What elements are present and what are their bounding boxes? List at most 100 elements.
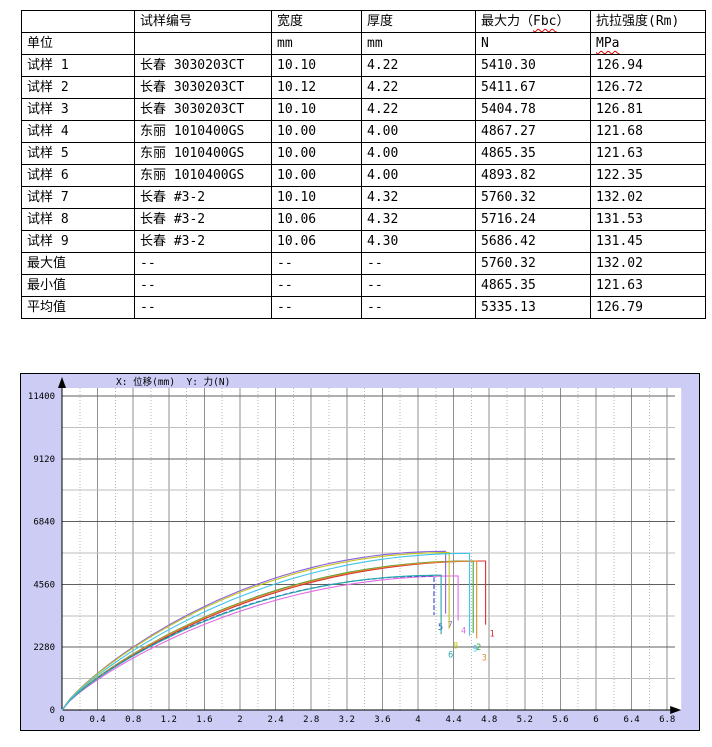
x-tick-label: 2.8 xyxy=(303,715,319,725)
table-cell: -- xyxy=(134,252,272,275)
series-curve-8 xyxy=(61,552,450,711)
x-tick-label: 2.4 xyxy=(267,715,283,725)
table-cell: 126.79 xyxy=(590,296,706,319)
tick-labels: 0 2280 4560 6840 9120 11400 0 0.4 0.8 1.2 1.6 2 2.4 2… xyxy=(28,392,675,725)
table-cell: 10.10 xyxy=(271,186,362,209)
table-cell: 5411.67 xyxy=(475,76,591,99)
chart-axes xyxy=(58,377,682,714)
table-cell: 4.00 xyxy=(361,142,476,165)
table-cell: 5760.32 xyxy=(475,186,591,209)
x-tick-label: 1.2 xyxy=(161,715,177,725)
y-tick-label: 11400 xyxy=(28,392,55,402)
chart-panel: X: 位移(mm) Y: 力(N) 0 2280 4560 6840 9120 11400 0… xyxy=(20,373,700,731)
table-cell: 长春 3030203CT xyxy=(134,76,272,99)
table-cell: -- xyxy=(134,274,272,297)
table-cell: 4865.35 xyxy=(475,142,591,165)
units-specimen-id xyxy=(134,32,272,55)
table-cell: 10.10 xyxy=(271,54,362,77)
table-cell: 5716.24 xyxy=(475,208,591,231)
table-cell: 试样 6 xyxy=(21,164,135,187)
table-cell: 长春 #3-2 xyxy=(134,230,272,253)
series-curve-3 xyxy=(61,560,478,711)
series-break-label-9: 9 xyxy=(473,645,478,655)
col-header-blank xyxy=(21,10,135,33)
max-force-symbol: Fbc xyxy=(533,14,557,29)
table-cell: -- xyxy=(361,296,476,319)
table-cell: 126.81 xyxy=(590,98,706,121)
x-tick-label: 3.2 xyxy=(339,715,355,725)
table-cell: 10.06 xyxy=(271,230,362,253)
x-tick-label: 4 xyxy=(415,715,420,725)
table-cell: 122.35 xyxy=(590,164,706,187)
table-row: 最小值 -- -- -- 4865.35 121.63 xyxy=(21,274,706,297)
table-cell: 4.22 xyxy=(361,98,476,121)
table-cell: 长春 #3-2 xyxy=(134,208,272,231)
series-curve-9 xyxy=(61,552,471,711)
table-cell: 试样 1 xyxy=(21,54,135,77)
x-tick-label: 0.4 xyxy=(89,715,105,725)
table-cell: 最小值 xyxy=(21,274,135,297)
y-tick-label: 0 xyxy=(50,706,55,716)
table-cell: 126.72 xyxy=(590,76,706,99)
max-force-label: 最大力（ xyxy=(481,14,534,29)
table-cell: 10.00 xyxy=(271,164,362,187)
table-header-row: 试样编号 宽度 厚度 最大力（Fbc） 抗拉强度(Rm) xyxy=(21,10,706,33)
col-header-width: 宽度 xyxy=(271,10,362,33)
table-cell: 131.53 xyxy=(590,208,706,231)
x-tick-label: 6 xyxy=(593,715,598,725)
x-tick-label: 5.2 xyxy=(517,715,533,725)
table-cell: 126.94 xyxy=(590,54,706,77)
table-row: 平均值 -- -- -- 5335.13 126.79 xyxy=(21,296,706,319)
series-curve-4 xyxy=(61,575,459,711)
table-cell: 长春 3030203CT xyxy=(134,98,272,121)
x-tick-label: 2 xyxy=(237,715,242,725)
series-break-label-4: 4 xyxy=(461,626,466,636)
y-tick-label: 4560 xyxy=(33,580,55,590)
table-cell: -- xyxy=(361,252,476,275)
x-tick-label: 0 xyxy=(59,715,64,725)
y-tick-label: 6840 xyxy=(33,518,55,528)
table-cell: 4.22 xyxy=(361,54,476,77)
table-cell: 4.32 xyxy=(361,186,476,209)
table-cell: 10.10 xyxy=(271,98,362,121)
table-cell: 4865.35 xyxy=(475,274,591,297)
table-cell: 试样 5 xyxy=(21,142,135,165)
table-cell: 试样 4 xyxy=(21,120,135,143)
table-cell: 4.00 xyxy=(361,120,476,143)
table-cell: 5686.42 xyxy=(475,230,591,253)
table-row: 试样 9 长春 #3-2 10.06 4.30 5686.42 131.45 xyxy=(21,230,706,253)
table-row: 试样 7 长春 #3-2 10.10 4.32 5760.32 132.02 xyxy=(21,186,706,209)
x-tick-label: 4.4 xyxy=(445,715,461,725)
table-cell: -- xyxy=(134,296,272,319)
table-cell: 东丽 1010400GS xyxy=(134,142,272,165)
y-tick-label: 9120 xyxy=(33,455,55,465)
table-row: 试样 6 东丽 1010400GS 10.00 4.00 4893.82 122.35 xyxy=(21,164,706,187)
table-cell: 东丽 1010400GS xyxy=(134,164,272,187)
table-cell: 试样 9 xyxy=(21,230,135,253)
col-header-specimen-id: 试样编号 xyxy=(134,10,272,33)
results-table: 试样编号 宽度 厚度 最大力（Fbc） 抗拉强度(Rm) 单位 mm mm N … xyxy=(21,10,706,319)
table-cell: 131.45 xyxy=(590,230,706,253)
table-cell: 132.02 xyxy=(590,252,706,275)
x-tick-label: 1.6 xyxy=(196,715,212,725)
table-cell: 4.00 xyxy=(361,164,476,187)
col-header-thickness: 厚度 xyxy=(361,10,476,33)
table-row: 试样 8 长春 #3-2 10.06 4.32 5716.24 131.53 xyxy=(21,208,706,231)
table-cell: 10.00 xyxy=(271,120,362,143)
series-curve-7 xyxy=(61,550,447,711)
table-row: 试样 5 东丽 1010400GS 10.00 4.00 4865.35 121.63 xyxy=(21,142,706,165)
table-row: 试样 2 长春 3030203CT 10.12 4.22 5411.67 126.72 xyxy=(21,76,706,99)
table-cell: 平均值 xyxy=(21,296,135,319)
x-axis-arrow-icon xyxy=(670,706,682,714)
col-header-max-force: 最大力（Fbc） xyxy=(475,10,591,33)
table-cell: 10.12 xyxy=(271,76,362,99)
table-cell: -- xyxy=(271,296,362,319)
table-units-row: 单位 mm mm N MPa xyxy=(21,32,706,55)
series-break-label-2: 2 xyxy=(476,643,481,653)
table-cell: 4.32 xyxy=(361,208,476,231)
series-curve-6 xyxy=(61,574,442,711)
plot-area xyxy=(62,388,682,710)
table-cell: -- xyxy=(271,252,362,275)
